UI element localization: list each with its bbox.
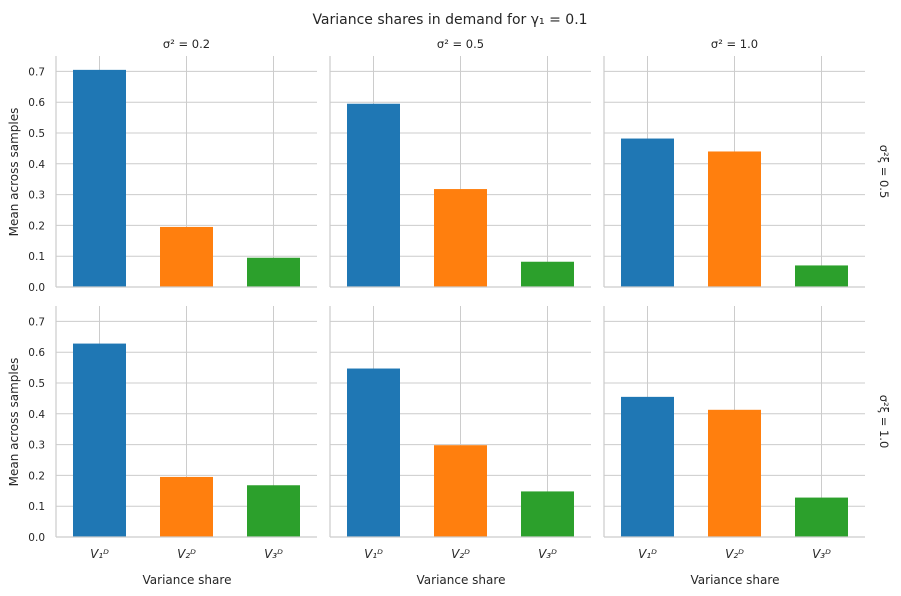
y-tick-label: 0.6 bbox=[28, 347, 45, 359]
x-tick-label: V₂ᴰ bbox=[725, 547, 744, 561]
x-tick-label: V₂ᴰ bbox=[451, 547, 470, 561]
panel-r2-c3: V₁ᴰ V₂ᴰ V₃ᴰ σ²ξ = 1.0 bbox=[603, 306, 891, 561]
bar-2 bbox=[708, 409, 761, 537]
facet-grid: 0.0 0.1 0.2 0.3 0.4 0.5 0.6 0.7 σ² = 0.2 σ² = 0.5… bbox=[28, 37, 891, 561]
bar-1 bbox=[347, 368, 400, 537]
column-title: σ² = 0.5 bbox=[437, 37, 484, 51]
y-tick-label: 0.3 bbox=[28, 190, 45, 202]
x-tick-label: V₃ᴰ bbox=[264, 547, 283, 561]
y-axis-label-row-1: Mean across samples bbox=[7, 108, 21, 237]
y-tick-label: 0.0 bbox=[28, 282, 45, 294]
y-tick-label: 0.2 bbox=[28, 470, 45, 482]
bar-2 bbox=[160, 226, 213, 287]
x-tick-label: V₂ᴰ bbox=[177, 547, 196, 561]
x-tick-label: V₃ᴰ bbox=[538, 547, 557, 561]
panel-r2-c2: V₁ᴰ V₂ᴰ V₃ᴰ bbox=[329, 306, 591, 561]
bar-2 bbox=[434, 445, 487, 537]
x-tick-label: V₁ᴰ bbox=[638, 547, 657, 561]
x-tick-label: V₃ᴰ bbox=[812, 547, 831, 561]
y-tick-label: 0.1 bbox=[28, 251, 45, 263]
row-title: σ²ξ = 0.5 bbox=[877, 145, 891, 199]
y-tick-label: 0.6 bbox=[28, 97, 45, 109]
bar-1 bbox=[73, 69, 126, 287]
row-title: σ²ξ = 1.0 bbox=[877, 395, 891, 449]
panel-r2-c1: 0.0 0.1 0.2 0.3 0.4 0.5 0.6 0.7 V₁ᴰ V₂ᴰ V₃ᴰ bbox=[28, 306, 317, 561]
y-tick-label: 0.4 bbox=[28, 159, 45, 171]
y-tick-label: 0.5 bbox=[28, 128, 45, 140]
x-axis-label-col-3: Variance share bbox=[691, 573, 780, 587]
bar-3 bbox=[795, 265, 848, 287]
y-tick-label: 0.3 bbox=[28, 440, 45, 452]
y-axis-label-row-2: Mean across samples bbox=[7, 358, 21, 487]
bar-3 bbox=[521, 491, 574, 537]
column-title: σ² = 0.2 bbox=[163, 37, 210, 51]
bar-3 bbox=[247, 257, 300, 287]
panel-r1-c1: 0.0 0.1 0.2 0.3 0.4 0.5 0.6 0.7 σ² = 0.2 bbox=[28, 37, 317, 294]
bar-2 bbox=[708, 151, 761, 287]
y-tick-label: 0.2 bbox=[28, 220, 45, 232]
x-axis-label-col-1: Variance share bbox=[143, 573, 232, 587]
y-tick-label: 0.7 bbox=[28, 66, 45, 78]
y-tick-label: 0.7 bbox=[28, 316, 45, 328]
bar-2 bbox=[434, 189, 487, 287]
panel-r1-c3: σ² = 1.0 σ²ξ = 0.5 bbox=[603, 37, 891, 288]
bar-1 bbox=[73, 343, 126, 537]
y-tick-label: 0.4 bbox=[28, 409, 45, 421]
bar-3 bbox=[795, 497, 848, 537]
y-tick-label: 0.0 bbox=[28, 532, 45, 544]
y-tick-label: 0.1 bbox=[28, 501, 45, 513]
bar-2 bbox=[160, 476, 213, 537]
bar-3 bbox=[247, 485, 300, 537]
chart-title: Variance shares in demand for γ₁ = 0.1 bbox=[312, 12, 587, 28]
y-tick-label: 0.5 bbox=[28, 378, 45, 390]
x-tick-label: V₁ᴰ bbox=[364, 547, 383, 561]
panel-r1-c2: σ² = 0.5 bbox=[329, 37, 591, 288]
column-title: σ² = 1.0 bbox=[711, 37, 758, 51]
bar-1 bbox=[621, 138, 674, 287]
x-tick-label: V₁ᴰ bbox=[90, 547, 109, 561]
bar-1 bbox=[347, 103, 400, 288]
bar-3 bbox=[521, 261, 574, 287]
x-axis-label-col-2: Variance share bbox=[417, 573, 506, 587]
bar-1 bbox=[621, 396, 674, 537]
